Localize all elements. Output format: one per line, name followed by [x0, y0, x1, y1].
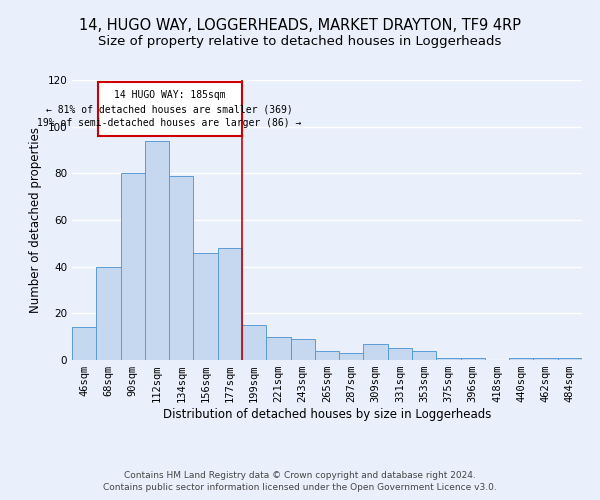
Bar [436, 358, 461, 360]
Bar [533, 358, 558, 360]
Bar [388, 348, 412, 360]
Bar [364, 344, 388, 360]
Bar [145, 140, 169, 360]
Bar [72, 328, 96, 360]
Bar [169, 176, 193, 360]
Text: 14, HUGO WAY, LOGGERHEADS, MARKET DRAYTON, TF9 4RP: 14, HUGO WAY, LOGGERHEADS, MARKET DRAYTO… [79, 18, 521, 32]
Bar [218, 248, 242, 360]
Bar [193, 252, 218, 360]
X-axis label: Distribution of detached houses by size in Loggerheads: Distribution of detached houses by size … [163, 408, 491, 421]
Bar [97, 82, 242, 136]
Bar [339, 353, 364, 360]
Text: 14 HUGO WAY: 185sqm
← 81% of detached houses are smaller (369)
19% of semi-detac: 14 HUGO WAY: 185sqm ← 81% of detached ho… [37, 90, 302, 128]
Bar [121, 174, 145, 360]
Bar [242, 325, 266, 360]
Bar [558, 358, 582, 360]
Bar [461, 358, 485, 360]
Text: Contains HM Land Registry data © Crown copyright and database right 2024.: Contains HM Land Registry data © Crown c… [124, 471, 476, 480]
Text: Contains public sector information licensed under the Open Government Licence v3: Contains public sector information licen… [103, 483, 497, 492]
Text: Size of property relative to detached houses in Loggerheads: Size of property relative to detached ho… [98, 35, 502, 48]
Bar [315, 350, 339, 360]
Bar [509, 358, 533, 360]
Bar [290, 339, 315, 360]
Bar [266, 336, 290, 360]
Bar [412, 350, 436, 360]
Y-axis label: Number of detached properties: Number of detached properties [29, 127, 42, 313]
Bar [96, 266, 121, 360]
